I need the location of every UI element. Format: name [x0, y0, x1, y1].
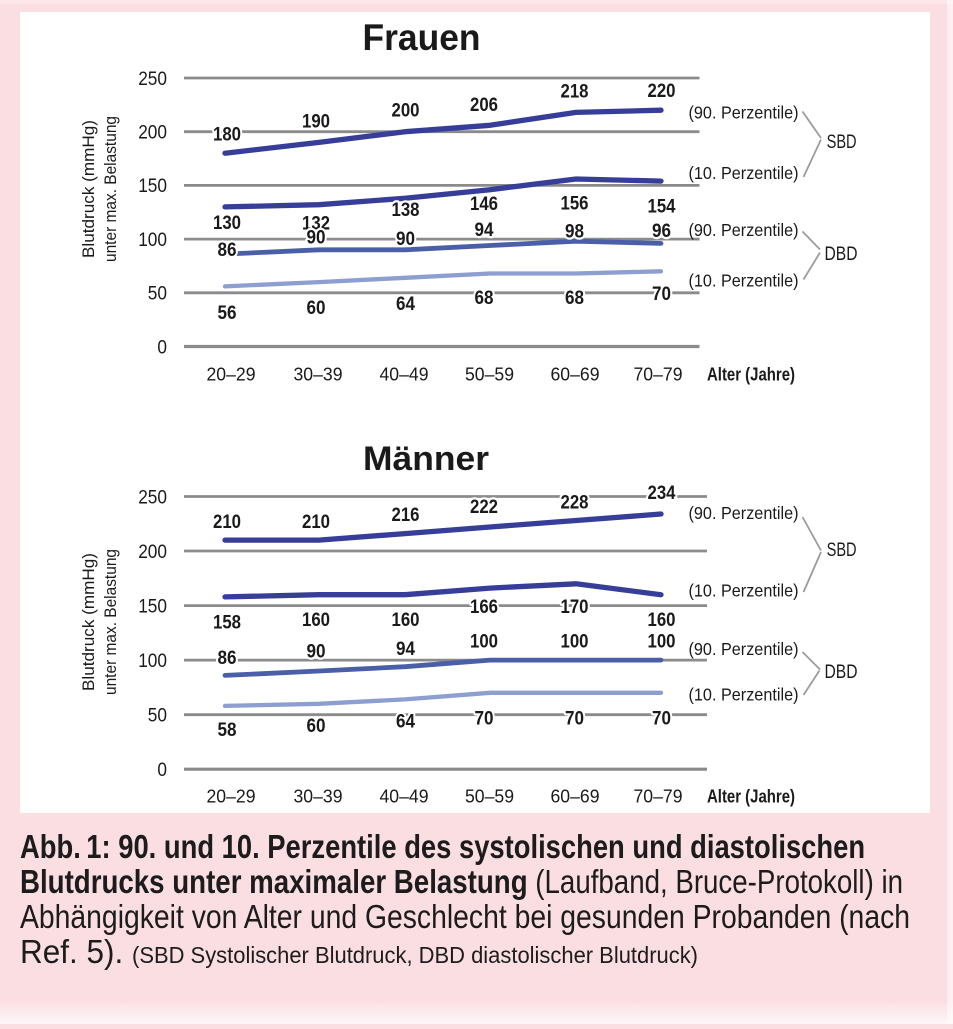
- svg-text:40–49: 40–49: [380, 364, 429, 385]
- svg-text:216: 216: [392, 504, 420, 526]
- svg-text:220: 220: [648, 80, 676, 102]
- svg-text:(90. Perzentile): (90. Perzentile): [689, 220, 799, 240]
- svg-text:(90. Perzentile): (90. Perzentile): [689, 503, 799, 523]
- svg-text:160: 160: [392, 609, 420, 631]
- svg-text:(10. Perzentile): (10. Perzentile): [689, 271, 799, 291]
- svg-text:70: 70: [475, 708, 494, 730]
- svg-text:70–79: 70–79: [634, 364, 683, 385]
- svg-text:Frauen: Frauen: [363, 17, 481, 58]
- svg-text:40–49: 40–49: [380, 786, 429, 807]
- svg-text:154: 154: [648, 196, 676, 218]
- svg-text:94: 94: [396, 638, 415, 660]
- svg-text:60–69: 60–69: [551, 364, 600, 385]
- svg-text:250: 250: [138, 487, 167, 508]
- svg-text:166: 166: [470, 596, 498, 618]
- svg-text:0: 0: [157, 760, 167, 781]
- svg-text:70: 70: [565, 708, 584, 730]
- svg-text:0: 0: [157, 337, 167, 358]
- svg-text:210: 210: [302, 511, 330, 533]
- svg-text:90: 90: [396, 228, 415, 250]
- svg-text:138: 138: [392, 199, 420, 221]
- svg-text:30–39: 30–39: [294, 786, 343, 807]
- svg-text:250: 250: [138, 69, 167, 90]
- svg-text:50: 50: [148, 284, 167, 305]
- svg-text:60: 60: [307, 297, 326, 319]
- svg-text:100: 100: [561, 630, 589, 652]
- svg-text:234: 234: [648, 482, 676, 504]
- svg-text:Alter (Jahre): Alter (Jahre): [707, 786, 795, 807]
- svg-text:150: 150: [138, 176, 167, 197]
- svg-text:100: 100: [138, 230, 167, 251]
- svg-text:20–29: 20–29: [207, 364, 256, 385]
- svg-text:200: 200: [392, 100, 420, 122]
- svg-text:(10. Perzentile): (10. Perzentile): [689, 685, 799, 705]
- svg-text:222: 222: [470, 496, 498, 518]
- svg-text:unter max. Belastung: unter max. Belastung: [102, 549, 120, 695]
- svg-text:60: 60: [307, 715, 326, 737]
- svg-text:50: 50: [148, 706, 167, 727]
- svg-text:50–59: 50–59: [465, 786, 514, 807]
- svg-text:(10. Perzentile): (10. Perzentile): [689, 581, 799, 601]
- svg-text:100: 100: [648, 630, 676, 652]
- svg-text:200: 200: [138, 123, 167, 144]
- svg-text:68: 68: [475, 287, 494, 309]
- svg-text:146: 146: [470, 193, 498, 215]
- svg-text:130: 130: [213, 212, 241, 234]
- svg-text:170: 170: [561, 596, 589, 618]
- svg-text:64: 64: [396, 293, 415, 315]
- svg-text:160: 160: [648, 609, 676, 631]
- svg-text:150: 150: [138, 596, 167, 617]
- svg-text:(10. Perzentile): (10. Perzentile): [689, 163, 799, 183]
- svg-text:70–79: 70–79: [634, 786, 683, 807]
- svg-text:Männer: Männer: [363, 440, 489, 478]
- svg-text:60–69: 60–69: [551, 786, 600, 807]
- svg-text:58: 58: [218, 719, 237, 741]
- svg-text:132: 132: [302, 213, 330, 235]
- svg-text:DBD: DBD: [825, 662, 858, 683]
- svg-text:SBD: SBD: [827, 132, 857, 153]
- svg-text:68: 68: [565, 287, 584, 309]
- svg-text:90: 90: [307, 226, 326, 248]
- svg-text:Blutdruck (mmHg): Blutdruck (mmHg): [80, 553, 98, 691]
- svg-text:98: 98: [565, 221, 584, 243]
- svg-text:180: 180: [213, 124, 241, 146]
- svg-text:Alter (Jahre): Alter (Jahre): [707, 364, 795, 385]
- svg-text:(90. Perzentile): (90. Perzentile): [689, 103, 799, 123]
- svg-text:Blutdruck (mmHg): Blutdruck (mmHg): [80, 120, 98, 258]
- svg-text:218: 218: [561, 81, 589, 103]
- svg-text:210: 210: [213, 511, 241, 533]
- svg-text:20–29: 20–29: [207, 786, 256, 807]
- svg-text:SBD: SBD: [827, 540, 857, 561]
- svg-text:64: 64: [396, 710, 415, 732]
- svg-text:190: 190: [302, 111, 330, 133]
- svg-text:100: 100: [138, 651, 167, 672]
- svg-text:(90. Perzentile): (90. Perzentile): [689, 639, 799, 659]
- svg-text:86: 86: [218, 647, 237, 669]
- svg-text:70: 70: [652, 708, 671, 730]
- svg-text:DBD: DBD: [825, 244, 858, 265]
- svg-text:30–39: 30–39: [294, 364, 343, 385]
- svg-text:56: 56: [218, 302, 237, 324]
- svg-text:96: 96: [652, 220, 671, 242]
- svg-text:94: 94: [475, 219, 494, 241]
- svg-text:90: 90: [307, 640, 326, 662]
- svg-text:200: 200: [138, 542, 167, 563]
- svg-text:86: 86: [218, 239, 237, 261]
- svg-text:156: 156: [561, 193, 589, 215]
- svg-text:160: 160: [302, 609, 330, 631]
- svg-text:100: 100: [470, 630, 498, 652]
- svg-text:70: 70: [652, 283, 671, 305]
- svg-text:50–59: 50–59: [465, 364, 514, 385]
- svg-text:unter max. Belastung: unter max. Belastung: [102, 116, 120, 262]
- svg-text:228: 228: [561, 492, 589, 514]
- svg-text:158: 158: [213, 612, 241, 634]
- svg-text:206: 206: [470, 94, 498, 116]
